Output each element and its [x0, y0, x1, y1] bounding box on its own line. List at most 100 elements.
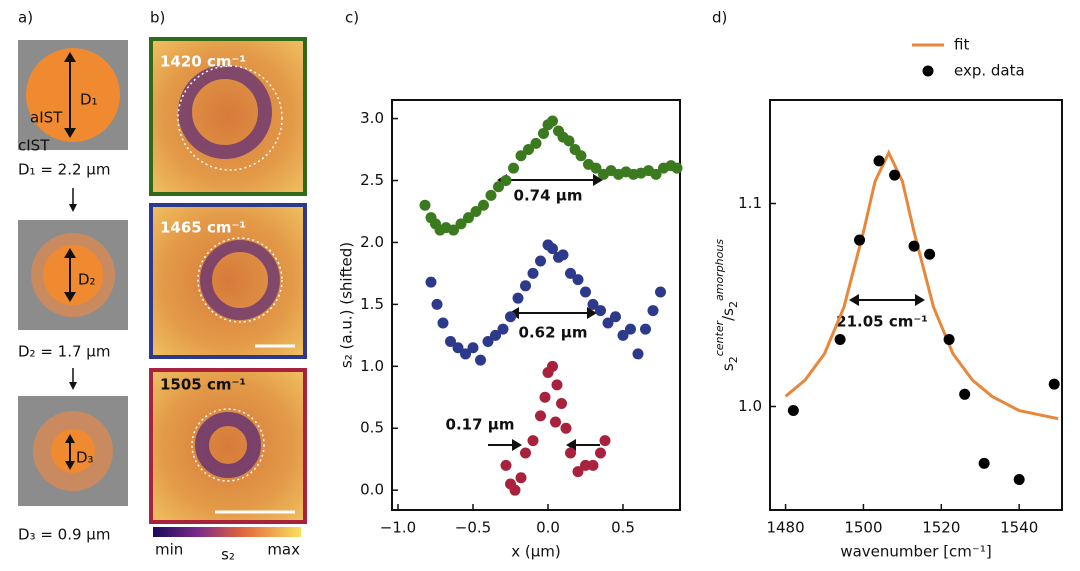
colorbar-min: min	[155, 541, 183, 559]
y-axis-label: s2center/s2amorphous	[713, 239, 740, 371]
outer-label: cIST	[18, 137, 50, 155]
data-point	[572, 466, 584, 478]
data-point	[460, 348, 471, 360]
data-point	[512, 292, 524, 304]
data-point	[527, 435, 539, 447]
x-axis-label: wavenumber [cm⁻¹]	[840, 543, 991, 561]
x-tick-label: 0.5	[611, 519, 635, 537]
fit-line	[784, 149, 1059, 421]
y-label-part: s	[719, 363, 737, 371]
data-point	[493, 181, 504, 193]
panel-label: d)	[712, 9, 727, 27]
data-point	[1048, 378, 1060, 390]
wavenumber-label: 1505 cm⁻¹	[160, 376, 246, 394]
colorbar	[153, 527, 301, 537]
data-point	[557, 249, 569, 261]
schematic: D₁ aIST cIST D₁ = 2.2 µm D₂ D₂ = 1.7 µm …	[18, 40, 128, 544]
y-tick-label: 1.0	[738, 397, 762, 415]
data-point	[587, 459, 599, 471]
data-point	[535, 410, 546, 422]
y-tick-label: 3.0	[360, 109, 384, 127]
y-label-part: 2	[727, 356, 740, 363]
diameter-label: D₃	[76, 449, 94, 467]
data-point	[572, 274, 584, 286]
data-point	[563, 135, 575, 147]
caption: D₁ = 2.2 µm	[18, 161, 110, 179]
data-point	[467, 342, 479, 354]
data-point	[547, 115, 558, 127]
data-point	[617, 329, 629, 341]
data-point	[602, 317, 614, 329]
data-point	[530, 137, 542, 149]
data-point	[595, 447, 606, 459]
data-point	[854, 234, 866, 246]
arrowhead	[64, 52, 76, 138]
x-tick-label: 1500	[844, 519, 882, 537]
data-point	[539, 391, 551, 403]
ring	[195, 412, 261, 478]
y-label-part: /s	[719, 308, 737, 321]
caption: D₂ = 1.7 µm	[18, 343, 110, 361]
annotation: 0.74 µm	[514, 187, 583, 205]
arrowhead	[65, 434, 75, 470]
data-point	[908, 240, 920, 252]
data-point	[575, 150, 587, 162]
disk	[43, 245, 103, 305]
wavenumber-label: 1465 cm⁻¹	[160, 219, 246, 237]
data-point	[560, 422, 572, 434]
data-point	[527, 267, 539, 279]
images: 1420 cm⁻¹ 1465 cm⁻¹ 1505 cm⁻¹ min s₂ max	[149, 37, 307, 564]
data-point	[587, 298, 599, 310]
x-tick-label: −0.5	[455, 519, 491, 537]
data-point	[655, 286, 666, 298]
data-point	[485, 189, 497, 201]
image	[149, 37, 307, 196]
data-point	[959, 388, 971, 400]
data-point	[889, 169, 901, 181]
legend-swatch	[922, 65, 934, 77]
data-point	[924, 248, 936, 260]
data-point	[505, 311, 516, 323]
x-tick-label: −1.0	[380, 519, 416, 537]
data-point	[500, 459, 512, 471]
ring	[200, 240, 280, 320]
data-point	[595, 305, 606, 317]
data-point	[497, 323, 509, 335]
y-tick-label: 2.0	[360, 233, 384, 251]
caption: D₃ = 0.9 µm	[18, 526, 110, 544]
y-label-part: 2	[727, 301, 740, 308]
y-tick-label: 0.0	[360, 481, 384, 499]
data-point	[565, 447, 576, 459]
y-tick-label: 2.5	[360, 171, 384, 189]
data-point	[425, 276, 437, 288]
annotation: 21.05 cm⁻¹	[836, 313, 928, 331]
data-point	[551, 379, 563, 391]
diameter-label: D₁	[80, 91, 98, 109]
legend-label: fit	[954, 36, 969, 54]
colorbar-label: s₂	[221, 546, 235, 564]
disk	[26, 48, 120, 142]
data-point	[437, 317, 449, 329]
data-point	[580, 286, 591, 298]
data-point	[463, 212, 474, 224]
x-tick-label: 1540	[1000, 519, 1038, 537]
data-point	[490, 329, 501, 341]
data-point	[535, 255, 546, 267]
annotations: 0.74 µm 0.62 µm 0.17 µm 21.05 cm⁻¹	[446, 174, 928, 451]
panel-label: b)	[150, 9, 165, 27]
data-point	[515, 472, 527, 484]
data-point	[523, 144, 534, 156]
colorbar-max: max	[267, 541, 300, 559]
data-point	[625, 323, 636, 335]
data-point	[470, 205, 482, 217]
data-point	[599, 435, 611, 447]
panel-label: c)	[345, 9, 359, 27]
data-point	[547, 360, 558, 372]
data-point	[509, 484, 521, 496]
arrowhead	[566, 439, 576, 451]
inner-label: aIST	[30, 109, 63, 127]
data-point	[482, 336, 494, 348]
data-point	[431, 298, 443, 310]
